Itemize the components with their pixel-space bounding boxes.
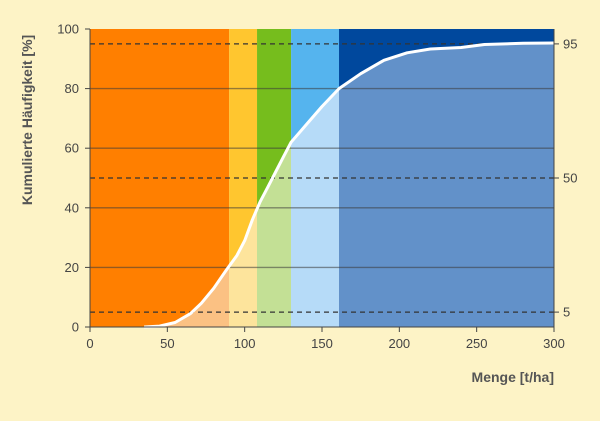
y-tick-label: 60 — [65, 141, 79, 156]
right-tick-labels: 5 50 95 — [554, 36, 577, 320]
cumulative-curve — [144, 41, 555, 329]
x-axis-title: Menge [t/ha] — [472, 369, 554, 385]
x-tick-label: 300 — [543, 336, 565, 351]
x-tick-label: 150 — [311, 336, 333, 351]
y-tick-label: 100 — [57, 22, 79, 37]
x-tick-label: 0 — [86, 336, 93, 351]
gridlines — [90, 87, 554, 269]
x-tick-label: 50 — [160, 336, 174, 351]
band-1 — [90, 29, 230, 327]
x-tick-label: 250 — [466, 336, 488, 351]
y-tick-label: 40 — [65, 200, 79, 215]
area-under-curve — [144, 43, 554, 327]
right-tick-label: 95 — [563, 36, 577, 51]
right-tick-label: 50 — [563, 171, 577, 186]
right-tick-label: 5 — [563, 305, 570, 320]
y-tick-label: 80 — [65, 81, 79, 96]
x-tick-label: 200 — [388, 336, 410, 351]
y-tick-labels: 0 20 40 60 80 100 — [57, 22, 90, 335]
y-tick-label: 20 — [65, 260, 79, 275]
x-tick-labels: 0 50 100 150 200 250 300 — [86, 327, 565, 351]
y-axis-title: Kumulierte Häufigkeit [%] — [19, 35, 35, 205]
y-tick-label: 0 — [72, 320, 79, 335]
x-tick-label: 100 — [234, 336, 256, 351]
